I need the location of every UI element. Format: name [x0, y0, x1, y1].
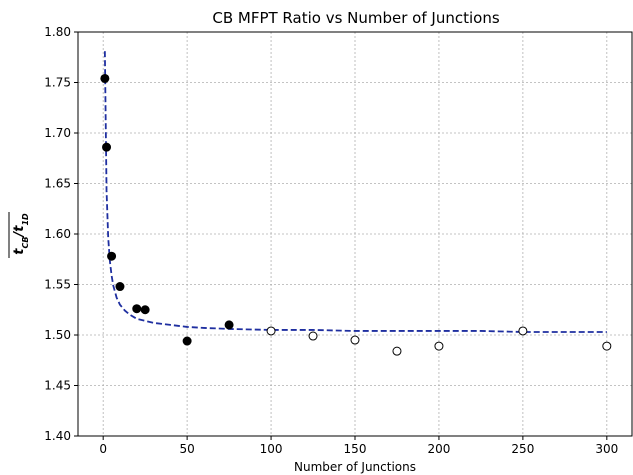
- x-axis-label: Number of Junctions: [294, 460, 416, 474]
- y-tick-label: 1.40: [44, 429, 71, 443]
- data-point-filled: [103, 143, 111, 151]
- data-point-filled: [116, 283, 124, 291]
- y-tick-label: 1.70: [44, 126, 71, 140]
- data-point-open: [603, 342, 611, 350]
- x-tick-label: 100: [260, 442, 283, 456]
- x-tick-label: 50: [179, 442, 194, 456]
- x-tick-label: 250: [511, 442, 534, 456]
- data-point-filled: [101, 74, 109, 82]
- fit-line: [105, 51, 607, 332]
- y-axis: 1.40 1.45 1.50 1.55 1.60 1.65 1.70 1.75 1.80: [44, 25, 78, 443]
- y-label-sub2: 1D: [21, 213, 30, 226]
- x-axis: 0 50 100 150 200 250 300: [99, 436, 618, 456]
- y-tick-label: 1.65: [44, 177, 71, 191]
- fit-line-group: [105, 51, 607, 332]
- x-tick-label: 200: [427, 442, 450, 456]
- data-point-open: [435, 342, 443, 350]
- y-tick-label: 1.45: [44, 379, 71, 393]
- data-point-open: [519, 327, 527, 335]
- y-tick-label: 1.50: [44, 328, 71, 342]
- data-point-filled: [133, 305, 141, 313]
- data-point-filled: [141, 306, 149, 314]
- data-point-filled: [108, 252, 116, 260]
- data-point-open: [267, 327, 275, 335]
- y-label-sub1: CB: [21, 237, 30, 249]
- chart-title: CB MFPT Ratio vs Number of Junctions: [212, 9, 499, 27]
- x-tick-label: 300: [595, 442, 618, 456]
- grid: [78, 32, 632, 436]
- data-point-filled: [183, 337, 191, 345]
- data-point-open: [351, 336, 359, 344]
- svg-text:tCB/t1D: tCB/t1D: [12, 213, 30, 255]
- data-point-open: [393, 347, 401, 355]
- y-tick-label: 1.80: [44, 25, 71, 39]
- x-tick-label: 150: [344, 442, 367, 456]
- y-axis-label: tCB/t1D: [9, 212, 30, 258]
- y-tick-label: 1.75: [44, 76, 71, 90]
- data-point-filled: [225, 321, 233, 329]
- data-point-open: [309, 332, 317, 340]
- markers: [101, 74, 611, 355]
- y-tick-label: 1.60: [44, 227, 71, 241]
- x-tick-label: 0: [99, 442, 107, 456]
- y-tick-label: 1.55: [44, 278, 71, 292]
